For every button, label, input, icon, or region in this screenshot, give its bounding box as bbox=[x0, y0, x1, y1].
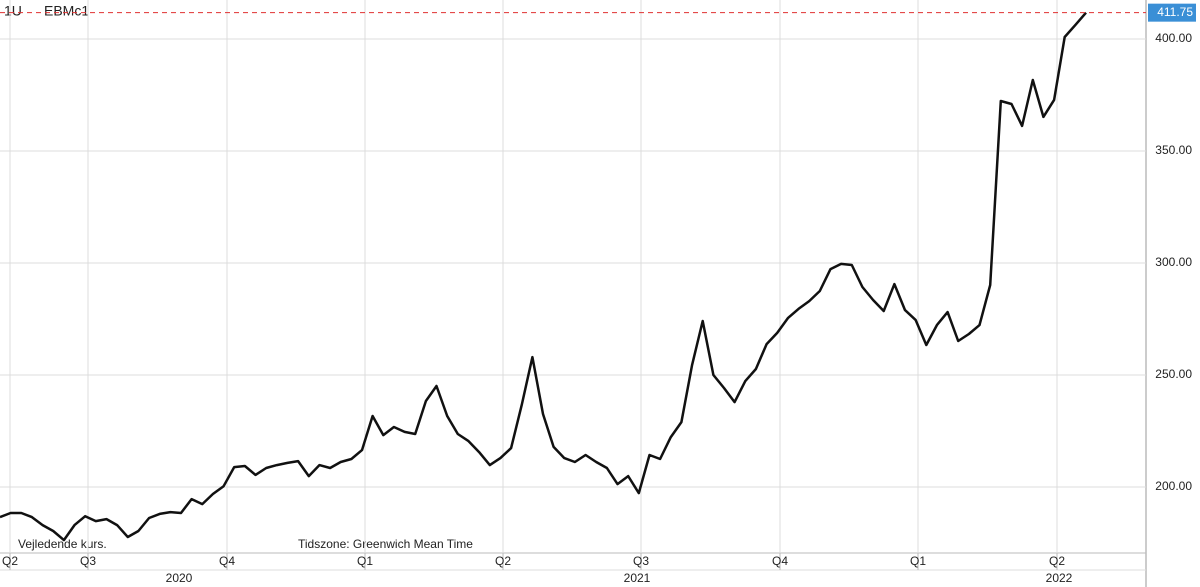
year-label: 2021 bbox=[624, 571, 651, 585]
y-tick-label: 200.00 bbox=[1155, 479, 1192, 493]
y-tick-label: 250.00 bbox=[1155, 367, 1192, 381]
year-label: 2022 bbox=[1046, 571, 1073, 585]
price-line bbox=[0, 11, 1087, 542]
year-label: 2020 bbox=[166, 571, 193, 585]
x-tick-label: Q1 bbox=[357, 554, 373, 568]
x-tick-label: Q2 bbox=[495, 554, 511, 568]
last-value-box bbox=[1148, 3, 1196, 22]
x-tick-label: Q2 bbox=[1049, 554, 1065, 568]
x-tick-label: Q3 bbox=[633, 554, 649, 568]
y-tick-label: 400.00 bbox=[1155, 31, 1192, 45]
x-tick-label: Q4 bbox=[772, 554, 788, 568]
x-tick-label: Q3 bbox=[80, 554, 96, 568]
timezone: Tidszone: Greenwich Mean Time bbox=[298, 537, 473, 551]
x-tick-label: Q4 bbox=[219, 554, 235, 568]
note: Vejledende kurs. bbox=[18, 537, 107, 551]
x-tick-label: Q1 bbox=[910, 554, 926, 568]
symbol: 1U bbox=[4, 3, 22, 19]
y-tick-label: 350.00 bbox=[1155, 143, 1192, 157]
x-tick-label: Q2 bbox=[2, 554, 18, 568]
y-tick-label: 300.00 bbox=[1155, 255, 1192, 269]
instrument: EBMc1 bbox=[44, 3, 89, 19]
last-value-label: 411.75 bbox=[1157, 5, 1193, 19]
